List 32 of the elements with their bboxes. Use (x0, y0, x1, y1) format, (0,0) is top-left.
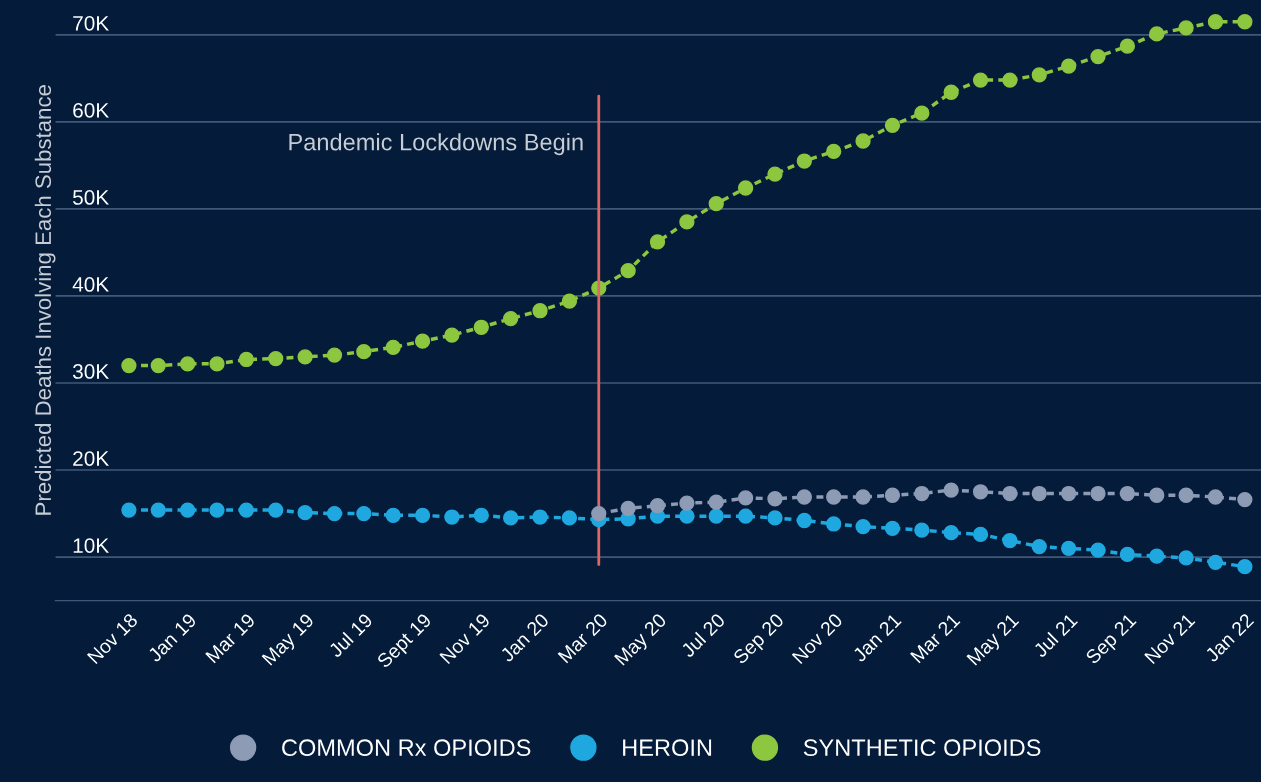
x-tick-label: Sep 21 (1084, 612, 1140, 668)
y-tick-label: 70K (73, 15, 109, 31)
x-tick-label: Nov 19 (439, 612, 491, 665)
x-tick-label: May 20 (613, 612, 670, 669)
x-tick-label: Nov 18 (86, 612, 139, 665)
x-tick-label: Jul 21 (1032, 612, 1079, 659)
x-tick-label: Jul 20 (679, 612, 726, 659)
x-tick-label: Jul 19 (327, 612, 374, 659)
x-tick-label: Mar 20 (557, 612, 609, 664)
x-tick-label: Mar 21 (909, 612, 961, 664)
x-tick-label: Sept 19 (376, 612, 435, 672)
y-tick-label: 50K (72, 190, 109, 205)
legend-label: COMMON Rx OPIOIDS (282, 739, 531, 757)
y-tick-label: 40K (72, 277, 109, 292)
x-tick-label: Sep 20 (732, 612, 788, 668)
y-tick-label: 10K (73, 538, 109, 553)
x-tick-label: May 21 (966, 612, 1023, 669)
x-tick-label: May 19 (261, 612, 318, 669)
y-axis-title: Predicted Deaths Involving Each Substance (34, 85, 56, 515)
y-tick-label: 20K (73, 451, 109, 466)
x-tick-label: Jan 21 (851, 612, 902, 663)
x-tick-label: Jan 20 (499, 612, 550, 663)
ref-line-label: Pandemic Lockdowns Begin (289, 133, 583, 156)
y-tick-label: 60K (73, 102, 109, 118)
legend-label: HEROIN (623, 739, 712, 757)
x-tick-label: Jan 22 (1204, 612, 1255, 663)
x-tick-label: Jan 19 (146, 612, 198, 663)
x-tick-label: Nov 21 (1144, 612, 1196, 665)
x-tick-label: Nov 20 (791, 612, 844, 665)
legend-label: SYNTHETIC OPIOIDS (803, 739, 1041, 757)
x-tick-label: Mar 19 (205, 612, 256, 664)
y-tick-label: 30K (72, 364, 109, 379)
